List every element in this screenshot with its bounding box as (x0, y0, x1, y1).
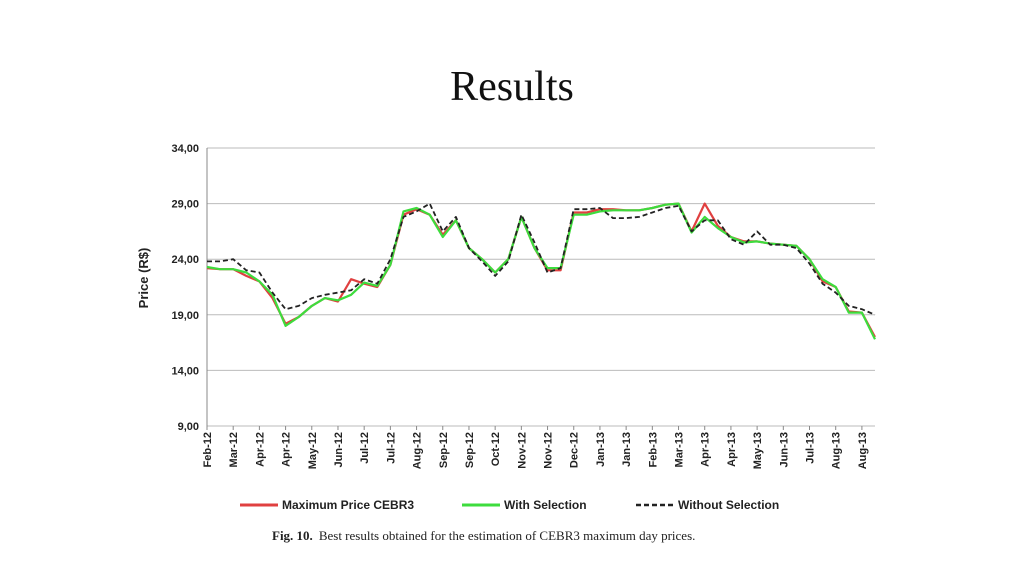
y-axis-label: Price (R$) (136, 248, 151, 309)
x-tick-label: Dec-12 (569, 432, 581, 468)
x-tick-label: Apr-12 (254, 432, 266, 467)
x-tick-label: Feb-12 (202, 432, 214, 467)
x-tick-label: Aug-13 (831, 432, 843, 469)
x-tick-label: Jul-12 (359, 432, 371, 464)
legend-label: Maximum Price CEBR3 (282, 498, 414, 512)
x-tick-label: Jun-12 (333, 432, 345, 467)
x-tick-label: Sep-12 (438, 432, 450, 468)
x-tick-label: May-13 (752, 432, 764, 469)
legend-label: Without Selection (678, 498, 779, 512)
legend-label: With Selection (504, 498, 587, 512)
x-tick-label: Aug-12 (412, 432, 424, 469)
y-tick-label: 19,00 (171, 310, 199, 322)
series-line (206, 202, 876, 340)
x-tick-label: May-12 (307, 432, 319, 469)
x-tick-label: Nov-12 (543, 432, 555, 469)
slide-title: Results (450, 64, 574, 110)
caption: Fig. 10. Best results obtained for the es… (272, 528, 695, 543)
x-tick-label: Aug-13 (857, 432, 869, 469)
x-tick-label: Nov-12 (516, 432, 528, 469)
x-tick-label: Apr-13 (726, 432, 738, 467)
y-tick-label: 34,00 (171, 143, 199, 155)
y-tick-label: 9,00 (178, 421, 199, 433)
x-tick-label: Jan-13 (595, 432, 607, 467)
x-tick-label: Oct-12 (490, 432, 502, 466)
x-tick-label: Feb-13 (647, 432, 659, 467)
y-tick-label: 14,00 (171, 365, 199, 377)
x-tick-label: Apr-12 (281, 432, 293, 467)
series-line (206, 202, 876, 338)
x-tick-label: Sep-12 (464, 432, 476, 468)
x-tick-label: Jul-13 (805, 432, 817, 464)
x-tick-label: Jan-13 (621, 432, 633, 467)
caption-label: Fig. 10. (272, 528, 313, 543)
x-tick-label: Jun-13 (778, 432, 790, 467)
caption-text: Best results obtained for the estimation… (319, 528, 696, 543)
x-tick-label: Apr-13 (700, 432, 712, 467)
series-line (207, 202, 876, 316)
y-tick-label: 24,00 (171, 254, 199, 266)
x-tick-label: Mar-13 (674, 432, 686, 467)
x-tick-label: Jul-12 (385, 432, 397, 464)
x-tick-label: Mar-12 (228, 432, 240, 467)
y-tick-label: 29,00 (171, 199, 199, 211)
